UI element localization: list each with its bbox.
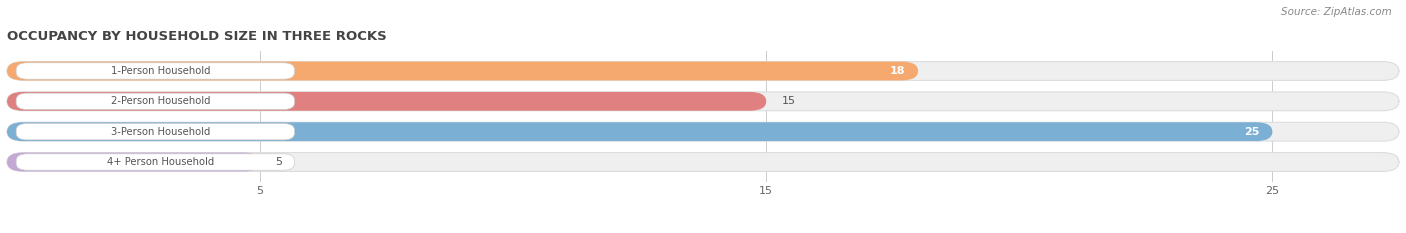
FancyBboxPatch shape: [7, 62, 1399, 80]
FancyBboxPatch shape: [7, 153, 260, 171]
FancyBboxPatch shape: [15, 154, 294, 170]
FancyBboxPatch shape: [7, 122, 1399, 141]
Text: 2-Person Household: 2-Person Household: [111, 96, 209, 106]
Text: 5: 5: [276, 157, 283, 167]
FancyBboxPatch shape: [15, 63, 294, 79]
Text: 3-Person Household: 3-Person Household: [111, 127, 209, 137]
Text: OCCUPANCY BY HOUSEHOLD SIZE IN THREE ROCKS: OCCUPANCY BY HOUSEHOLD SIZE IN THREE ROC…: [7, 30, 387, 43]
Text: 15: 15: [782, 96, 796, 106]
FancyBboxPatch shape: [7, 122, 1272, 141]
Text: 18: 18: [890, 66, 905, 76]
FancyBboxPatch shape: [7, 62, 918, 80]
FancyBboxPatch shape: [15, 123, 294, 140]
FancyBboxPatch shape: [7, 92, 1399, 111]
FancyBboxPatch shape: [7, 92, 766, 111]
Text: 25: 25: [1244, 127, 1260, 137]
FancyBboxPatch shape: [7, 153, 1399, 171]
FancyBboxPatch shape: [15, 93, 294, 110]
Text: Source: ZipAtlas.com: Source: ZipAtlas.com: [1281, 7, 1392, 17]
Text: 1-Person Household: 1-Person Household: [111, 66, 209, 76]
Text: 4+ Person Household: 4+ Person Household: [107, 157, 214, 167]
